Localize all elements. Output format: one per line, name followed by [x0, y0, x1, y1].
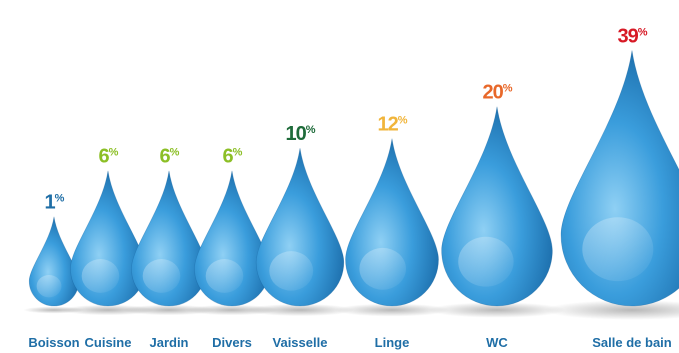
category-label: Salle de bain: [592, 335, 672, 350]
category-label: WC: [486, 335, 508, 350]
drop-shadow: [245, 303, 355, 317]
drop-highlight: [582, 217, 654, 282]
drop-highlight: [81, 259, 120, 293]
value-label: 39%: [617, 25, 647, 47]
drop-highlight: [36, 274, 62, 298]
category-label: Jardin: [149, 335, 188, 350]
drop-shadow: [543, 300, 679, 320]
drop-highlight: [269, 251, 314, 291]
drop-highlight: [142, 259, 181, 293]
value-label: 6%: [99, 146, 119, 168]
value-label: 6%: [160, 146, 180, 168]
category-label: Divers: [212, 335, 252, 350]
value-label: 12%: [377, 114, 407, 136]
drop-highlight: [205, 259, 244, 293]
value-label: 6%: [223, 146, 243, 168]
value-label: 20%: [482, 82, 512, 104]
drop-highlight: [458, 236, 514, 287]
category-label: Linge: [375, 335, 410, 350]
drop-shadow: [334, 303, 450, 317]
category-label: Boisson: [28, 335, 79, 350]
drop-highlight: [359, 247, 406, 290]
value-label: 1%: [45, 192, 65, 214]
drop-shadow: [428, 302, 566, 318]
value-label: 10%: [285, 123, 315, 145]
category-label: Cuisine: [85, 335, 132, 350]
category-label: Vaisselle: [273, 335, 328, 350]
